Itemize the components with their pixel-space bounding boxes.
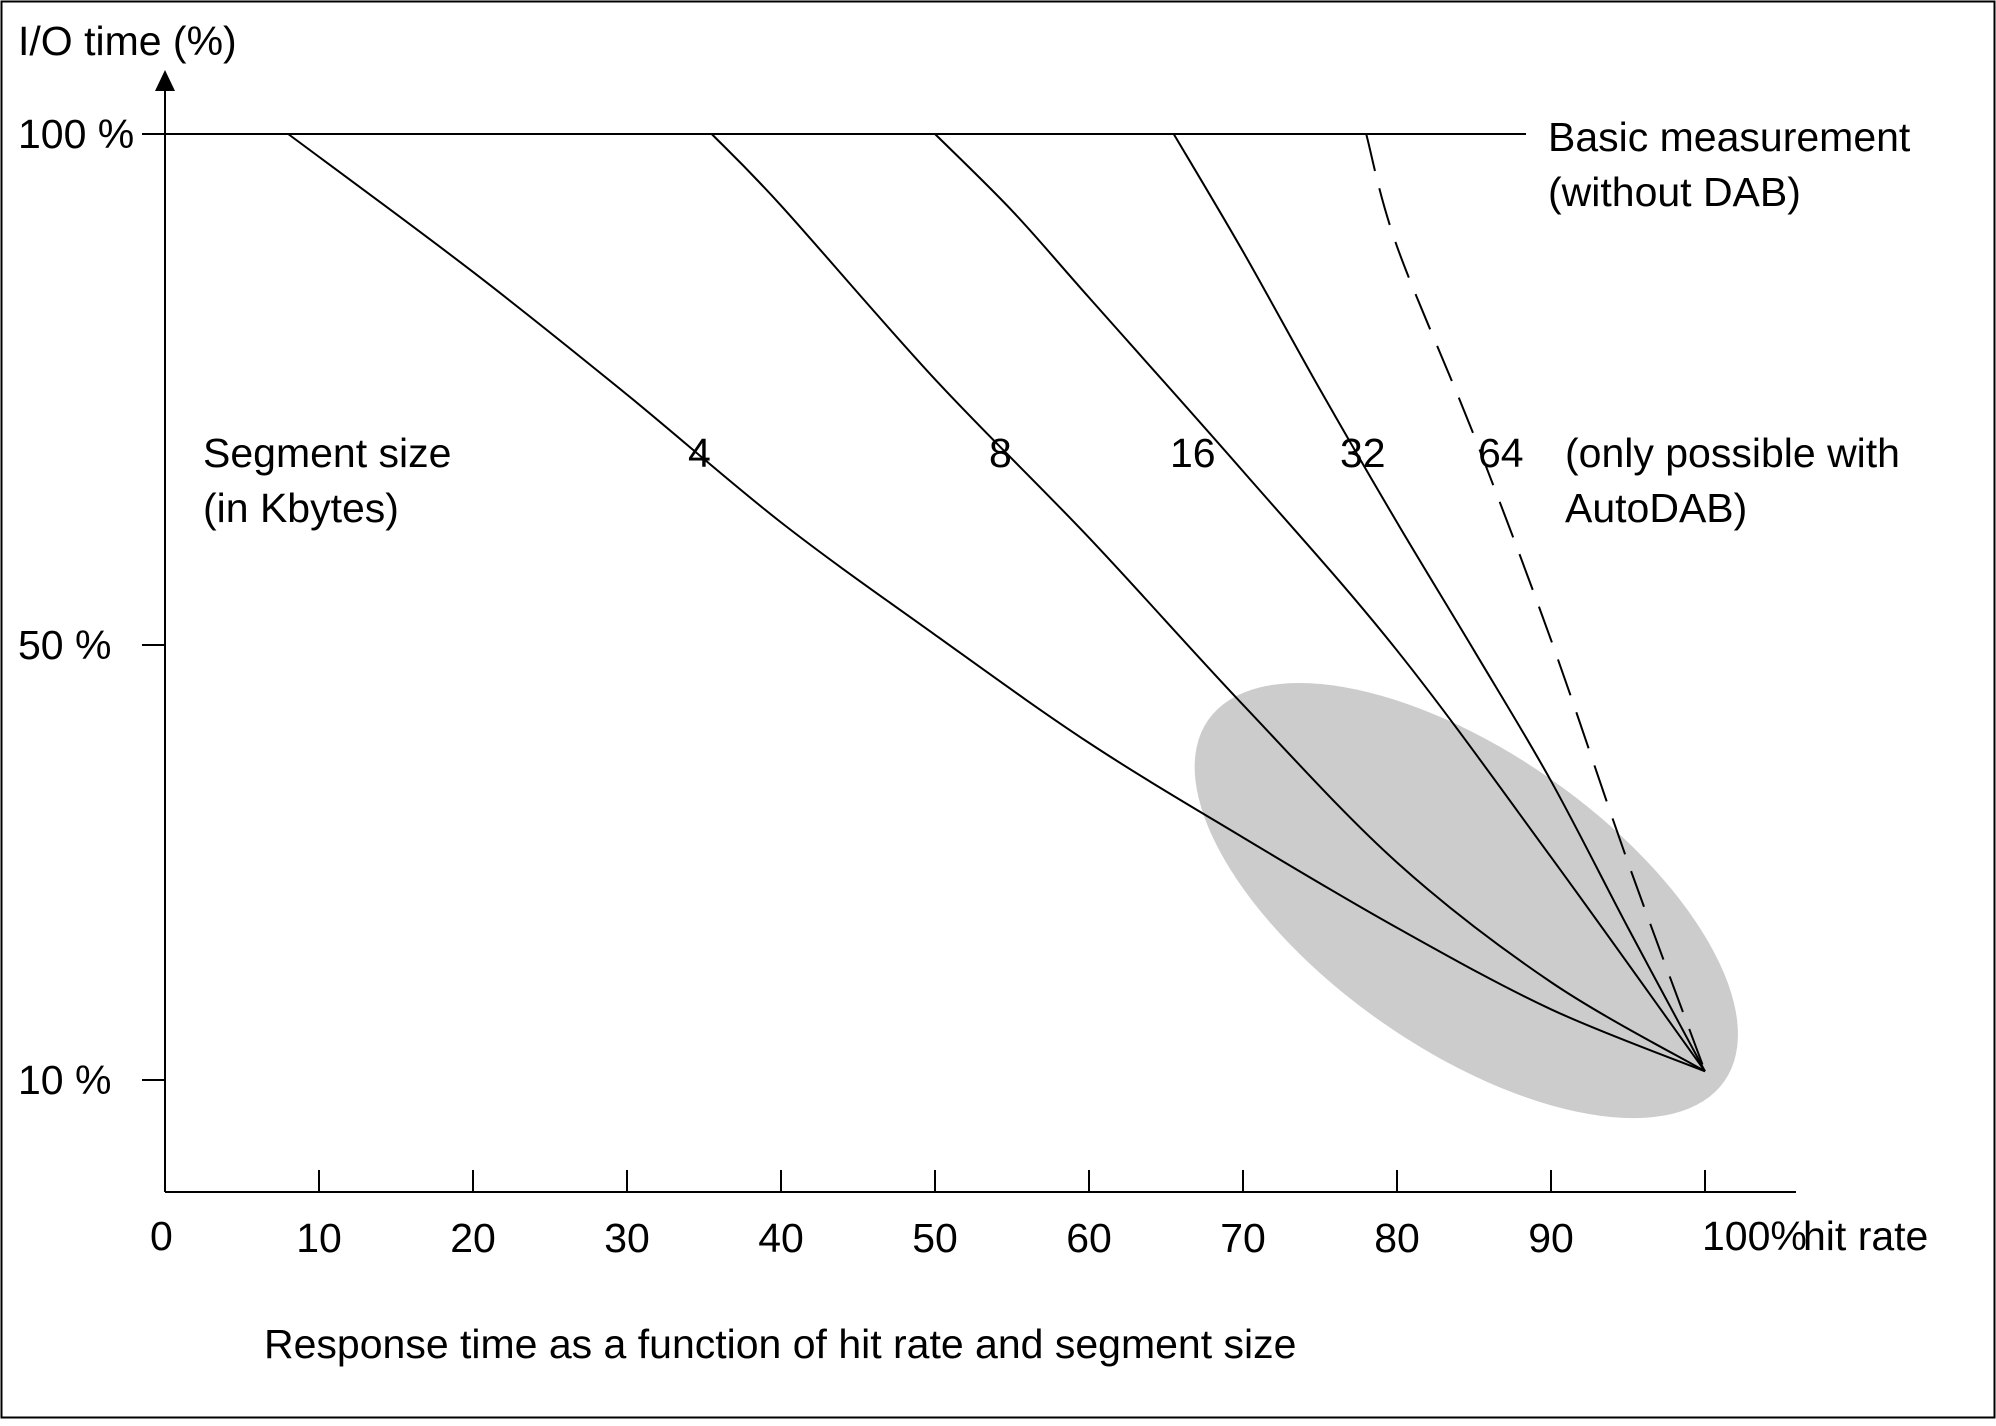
segment-size-label-line2: (in Kbytes): [203, 485, 399, 531]
x-tick-label: 10: [296, 1215, 342, 1261]
segment-size-label-line1: Segment size: [203, 430, 451, 476]
y-tick-label: 10 %: [18, 1057, 111, 1103]
x-tick-label: 90: [1528, 1215, 1574, 1261]
x-tick-label: 70: [1220, 1215, 1266, 1261]
series-label-32: 32: [1340, 430, 1386, 476]
autodab-note-line2: AutoDAB): [1565, 485, 1747, 531]
series-label-64: 64: [1478, 430, 1524, 476]
baseline-label-line2: (without DAB): [1548, 169, 1801, 215]
series-label-8: 8: [989, 430, 1012, 476]
x-tick-label: 30: [604, 1215, 650, 1261]
x-tick-label: 20: [450, 1215, 496, 1261]
series-line-8: [710, 133, 1706, 1073]
x-tick-label: 50: [912, 1215, 958, 1261]
series-line-16: [934, 133, 1706, 1072]
x-tick-label: 40: [758, 1215, 804, 1261]
autodab-note-line1: (only possible with: [1565, 430, 1900, 476]
y-axis-arrow: [155, 70, 175, 91]
baseline-label-line1: Basic measurement: [1548, 114, 1911, 160]
series-line-4: [287, 133, 1706, 1073]
y-tick-label: 50 %: [18, 622, 111, 668]
series-line-64: [1365, 133, 1706, 1072]
chart-caption: Response time as a function of hit rate …: [264, 1321, 1296, 1367]
series-label-16: 16: [1170, 430, 1216, 476]
series-label-4: 4: [688, 430, 711, 476]
y-tick-label: 100 %: [18, 111, 134, 157]
x-tick-label: 80: [1374, 1215, 1420, 1261]
series-line-32: [1172, 133, 1706, 1072]
y-axis-title: I/O time (%): [18, 18, 237, 64]
x-tick-label: 0: [150, 1213, 173, 1259]
x-axis-title: hit rate: [1803, 1213, 1928, 1259]
x-tick-label: 60: [1066, 1215, 1112, 1261]
x-tick-label: 100%: [1702, 1213, 1807, 1259]
highlight-region: [1194, 682, 1738, 1119]
